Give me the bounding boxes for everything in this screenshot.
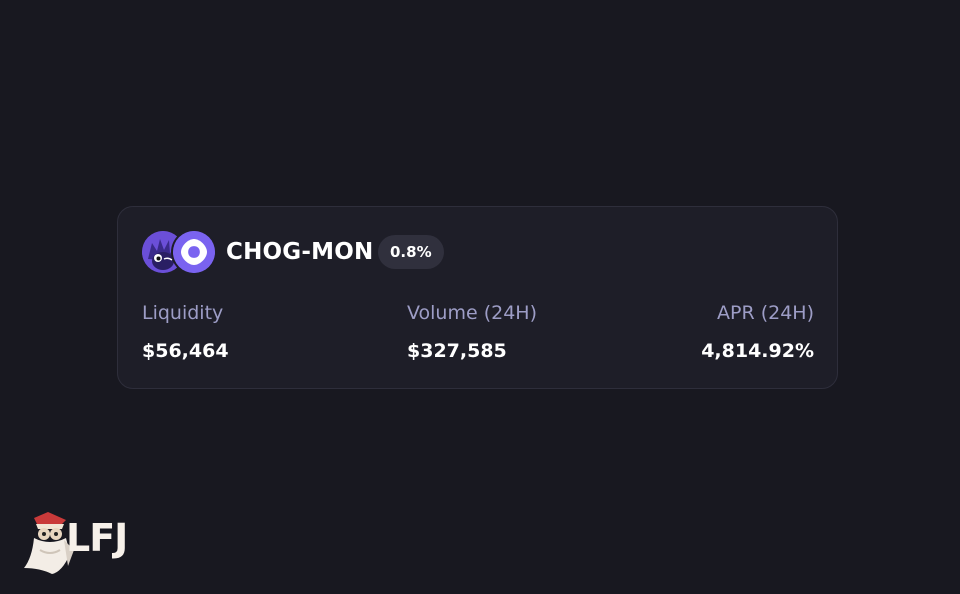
apr-label: APR (24H) bbox=[717, 302, 814, 324]
volume-label: Volume (24H) bbox=[407, 302, 537, 324]
pair-name: CHOG-MON bbox=[226, 239, 374, 265]
wizard-mascot-icon bbox=[24, 512, 74, 574]
liquidity-label: Liquidity bbox=[142, 302, 224, 324]
brand-logo: LFJ bbox=[20, 510, 150, 576]
token-pair-icons bbox=[142, 231, 216, 275]
apr-value: 4,814.92% bbox=[701, 340, 814, 362]
monad-logo-icon bbox=[173, 231, 215, 273]
liquidity-value: $56,464 bbox=[142, 340, 229, 362]
brand-logo-text: LFJ bbox=[66, 516, 128, 560]
fee-tier-badge: 0.8% bbox=[378, 235, 444, 269]
pool-card[interactable]: CHOG-MON 0.8% Liquidity $56,464 Volume (… bbox=[117, 206, 838, 389]
volume-value: $327,585 bbox=[407, 340, 507, 362]
